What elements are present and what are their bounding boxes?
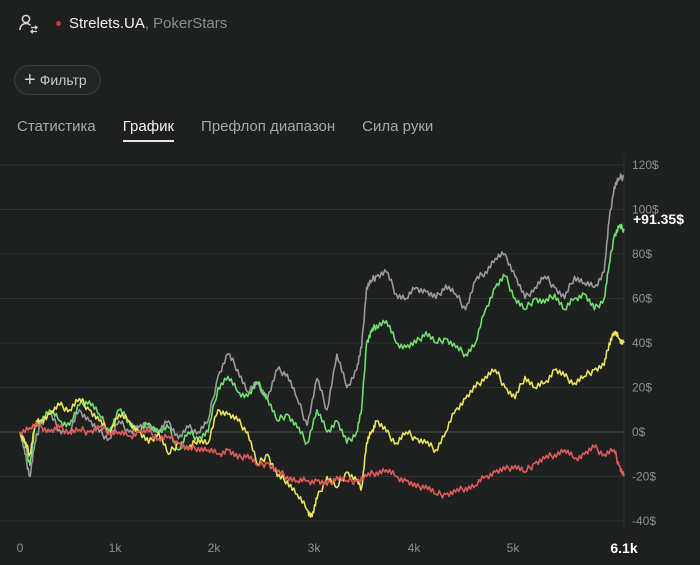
final-profit-label: +91.35$ <box>633 211 684 227</box>
user-swap-icon[interactable] <box>18 12 40 34</box>
series-line-3 <box>19 421 625 499</box>
y-tick-label: 80$ <box>632 247 652 261</box>
separator: , <box>144 14 150 32</box>
tab-statistics[interactable]: Статистика <box>17 118 96 135</box>
y-tick-label: -20$ <box>632 470 656 484</box>
header: Strelets.UA , PokerStars <box>18 11 227 35</box>
x-tick-label: 6.1k <box>610 540 637 556</box>
tab-preflop-range[interactable]: Префлоп диапазон <box>201 118 336 135</box>
series-line-1 <box>19 223 625 467</box>
y-tick-label: 120$ <box>632 158 659 172</box>
x-tick-label: 5k <box>507 541 521 555</box>
plus-icon: + <box>24 69 36 91</box>
x-axis-ticks: 0 1k 2k 3k 4k 5k 6.1k <box>17 540 638 556</box>
y-tick-label: 60$ <box>632 292 652 306</box>
series-line-0 <box>19 173 625 478</box>
tab-bar: Статистика График Префлоп диапазон Сила … <box>17 118 460 142</box>
chart-grid <box>0 155 625 530</box>
y-tick-label: -40$ <box>632 514 656 528</box>
x-tick-label: 2k <box>208 541 222 555</box>
y-tick-label: 20$ <box>632 381 652 395</box>
x-tick-label: 0 <box>17 541 24 555</box>
filter-button[interactable]: + Фильтр <box>14 65 101 95</box>
status-dot <box>56 20 61 26</box>
room-name: PokerStars <box>153 14 228 32</box>
series-line-2 <box>19 330 625 518</box>
y-axis-ticks: 120$ 100$ 80$ 60$ 40$ 20$ 0$ -20$ -40$ <box>632 158 659 528</box>
x-tick-label: 4k <box>408 541 422 555</box>
tab-hand-strength[interactable]: Сила руки <box>362 118 434 135</box>
player-name[interactable]: Strelets.UA <box>69 14 145 32</box>
tab-graph[interactable]: График <box>122 118 175 142</box>
y-tick-label: 100$ <box>632 203 659 217</box>
y-tick-label: 40$ <box>632 336 652 350</box>
profit-chart: 120$ 100$ 80$ 60$ 40$ 20$ 0$ -20$ -40$ 0 1k 2k 3k 4k… <box>0 155 684 556</box>
series-lines <box>19 173 625 518</box>
x-tick-label: 1k <box>109 541 123 555</box>
filter-label: Фильтр <box>39 72 87 88</box>
x-tick-label: 3k <box>308 541 322 555</box>
y-tick-label: 0$ <box>632 425 646 439</box>
